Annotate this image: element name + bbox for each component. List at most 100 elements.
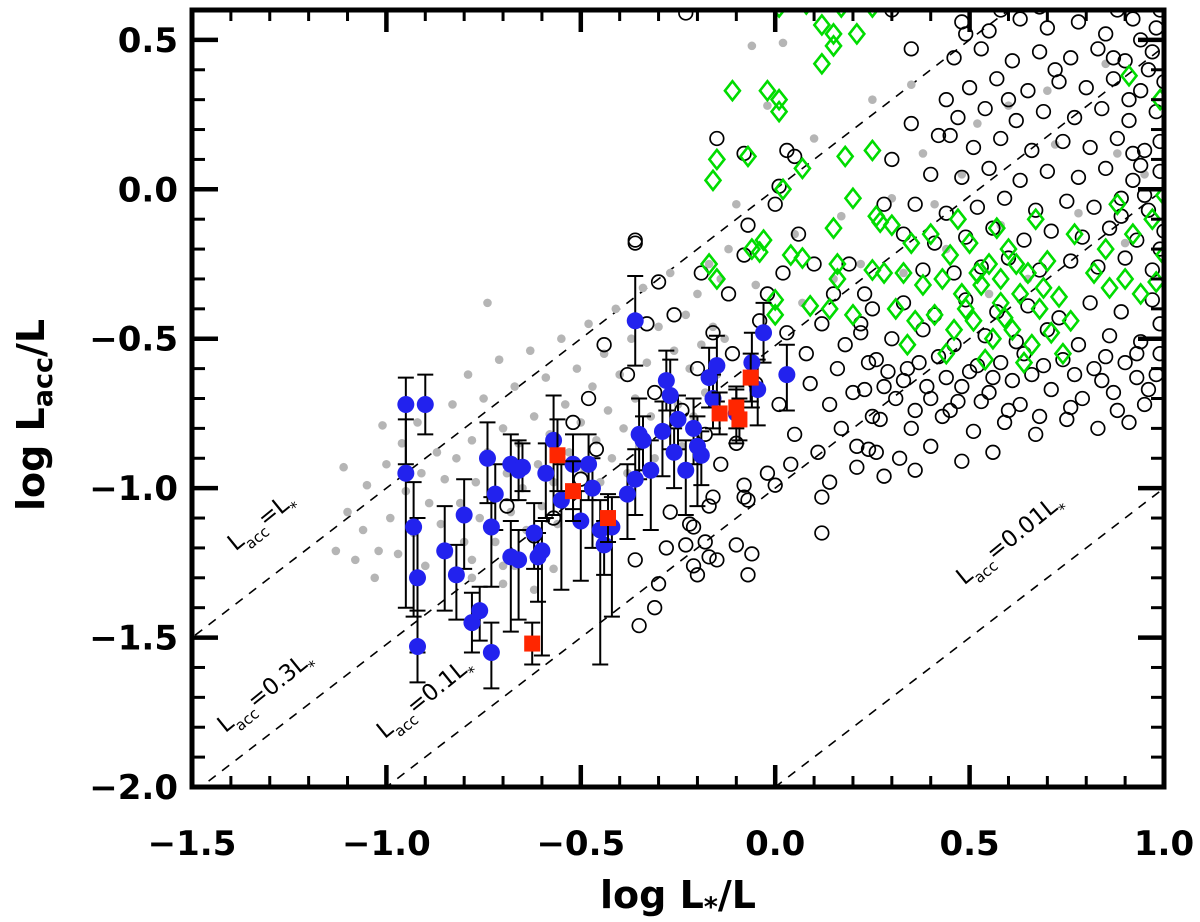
black-open-circle [1032, 10, 1047, 15]
grey-dot [584, 319, 593, 329]
grey-dot [397, 439, 407, 448]
black-open-circle [814, 316, 830, 332]
black-open-circle [868, 444, 884, 460]
green-open-diamond [956, 297, 975, 321]
green-open-diamond [898, 333, 917, 357]
green-open-diamond [979, 252, 999, 276]
blue-filled-circle [778, 366, 796, 384]
red-filled-square [524, 635, 541, 652]
grey-dot [498, 424, 508, 433]
black-open-circle [1000, 402, 1017, 419]
grey-dot [467, 436, 477, 445]
grey-dot [1043, 86, 1052, 95]
black-open-circle [1094, 372, 1110, 389]
green-open-diamond [1038, 249, 1057, 273]
black-open-circle [685, 519, 702, 535]
blue-filled-circle [583, 479, 601, 497]
grey-dot [385, 513, 395, 523]
grey-dot [382, 459, 391, 469]
grey-dot [370, 573, 380, 583]
black-open-circle [942, 127, 958, 144]
blue-filled-circle [513, 458, 531, 476]
grey-dot [424, 498, 434, 508]
green-open-diamond [812, 13, 832, 37]
green-open-diamond [874, 261, 894, 285]
green-open-diamond [843, 186, 863, 210]
red-filled-square [565, 483, 582, 500]
green-open-diamond [1053, 342, 1073, 366]
blue-filled-circle [482, 644, 500, 662]
black-open-circle [744, 546, 760, 562]
black-open-circle [1028, 426, 1044, 443]
grey-dot [463, 370, 473, 379]
black-open-circle [954, 378, 970, 395]
black-open-circle [930, 349, 947, 365]
grey-dot [1113, 149, 1122, 158]
green-open-diamond [1010, 282, 1030, 306]
grey-dot [510, 382, 520, 391]
grey-dot [627, 334, 636, 344]
green-open-diamond [1150, 88, 1164, 112]
green-open-diamond [1007, 252, 1026, 276]
black-open-circle [1133, 157, 1149, 174]
black-open-circle [985, 444, 1001, 460]
blue-filled-circle [677, 461, 695, 479]
black-open-circle [1031, 408, 1048, 425]
black-open-circle [1070, 14, 1087, 30]
black-open-circle [973, 393, 989, 410]
black-open-circle [1152, 346, 1164, 362]
grey-dot [588, 382, 597, 391]
blue-filled-circle [397, 464, 415, 482]
grey-dot [350, 555, 360, 565]
black-open-circle [938, 205, 954, 221]
blue-filled-circle [405, 518, 423, 536]
blue-filled-circle [595, 536, 613, 554]
green-open-diamond [1065, 222, 1084, 246]
grey-dot [611, 304, 621, 314]
black-open-circle [938, 369, 954, 386]
black-open-circle [631, 617, 647, 634]
black-open-circle [1066, 366, 1083, 383]
black-open-circle [981, 23, 997, 39]
black-open-circle [658, 540, 674, 556]
black-open-circle [814, 489, 830, 505]
grey-dot [899, 268, 908, 278]
green-open-diamond [801, 10, 811, 16]
grey-dot [642, 358, 652, 367]
green-open-diamond [769, 100, 789, 124]
green-open-diamond [723, 79, 742, 103]
grey-dot [331, 546, 341, 556]
grey-dot [479, 394, 488, 403]
grey-dot [619, 424, 628, 433]
black-open-circle [697, 534, 713, 550]
black-open-circle [736, 489, 752, 505]
green-open-diamond [1042, 321, 1061, 345]
green-open-diamond [999, 237, 1018, 261]
black-open-circle [596, 337, 612, 353]
green-open-diamond [847, 22, 867, 46]
green-open-diamond [921, 222, 940, 246]
grey-dot [490, 537, 500, 547]
grey-dot [549, 564, 558, 574]
black-open-circle [627, 235, 643, 251]
black-open-circle [1109, 130, 1125, 147]
grey-dot [564, 447, 574, 457]
green-open-diamond [863, 258, 882, 282]
black-open-circle [884, 331, 900, 347]
black-open-circle [1043, 381, 1059, 398]
grey-dot [918, 149, 928, 158]
green-open-diamond [772, 10, 786, 19]
black-open-circle [1035, 103, 1052, 120]
black-open-circle [849, 459, 865, 475]
green-open-diamond [983, 327, 1003, 351]
green-open-diamond [820, 297, 839, 321]
black-open-circle [1066, 109, 1083, 126]
black-open-circle [872, 411, 888, 428]
blue-filled-circle [634, 431, 652, 449]
black-open-circle [868, 352, 884, 368]
black-open-circle [849, 438, 865, 454]
black-open-circle [806, 256, 822, 272]
green-open-diamond [750, 240, 769, 264]
black-open-circle [1109, 10, 1125, 18]
grey-dot [747, 41, 757, 51]
